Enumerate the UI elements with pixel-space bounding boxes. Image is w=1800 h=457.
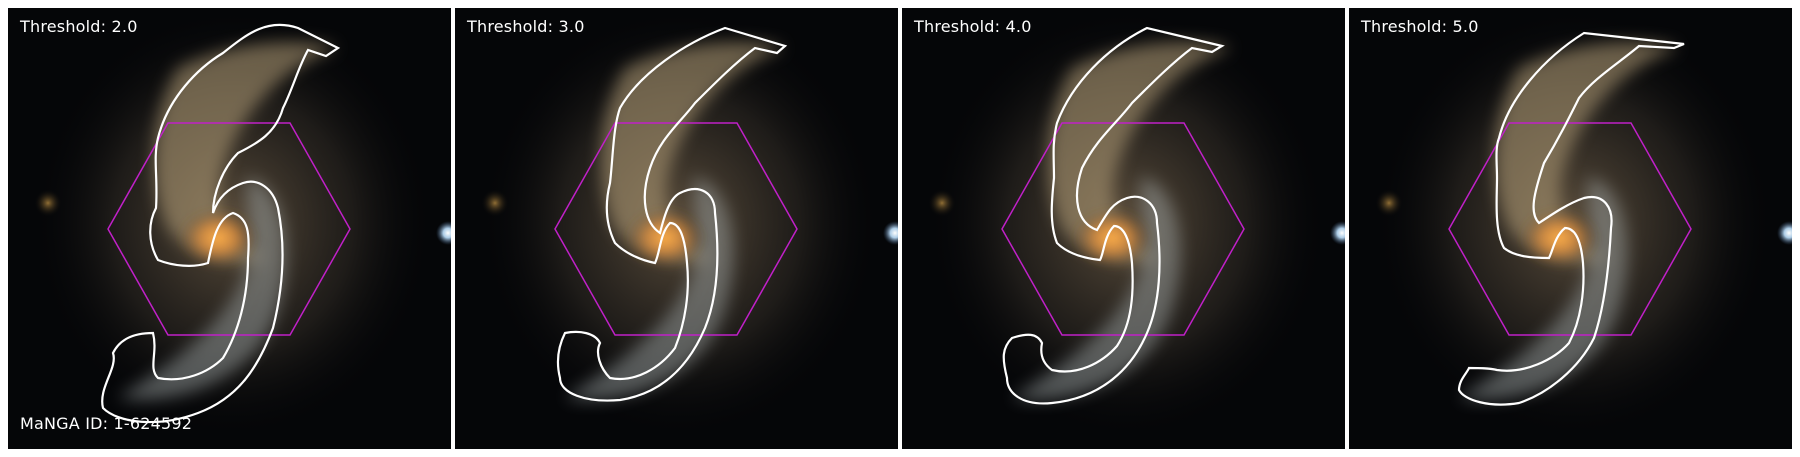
- threshold-label: Threshold: 2.0: [20, 17, 138, 36]
- galaxy-image-2: [455, 8, 898, 449]
- galaxy-image-3: [902, 8, 1345, 449]
- ifu-hexagon-icon: [1001, 122, 1245, 336]
- galaxy-image-4: [1349, 8, 1792, 449]
- galaxy-panel-4: Threshold: 5.0: [1349, 8, 1792, 449]
- segmentation-contour-icon: [1002, 26, 1225, 405]
- manga-id-label: MaNGA ID: 1-624592: [20, 414, 193, 433]
- galaxy-image-1: [8, 8, 451, 449]
- galaxy-panel-2: Threshold: 3.0: [455, 8, 898, 449]
- ifu-hexagon-icon: [554, 122, 798, 336]
- ifu-hexagon-icon: [1448, 122, 1692, 336]
- ifu-hexagon-icon: [107, 122, 351, 336]
- segmentation-contour-icon: [1457, 31, 1685, 406]
- threshold-label: Threshold: 4.0: [914, 17, 1032, 36]
- segmentation-contour-icon: [101, 23, 341, 424]
- galaxy-panel-1: Threshold: 2.0 MaNGA ID: 1-624592: [8, 8, 451, 449]
- galaxy-panel-3: Threshold: 4.0: [902, 8, 1345, 449]
- segmentation-contour-icon: [556, 26, 788, 402]
- threshold-label: Threshold: 5.0: [1361, 17, 1479, 36]
- threshold-label: Threshold: 3.0: [467, 17, 585, 36]
